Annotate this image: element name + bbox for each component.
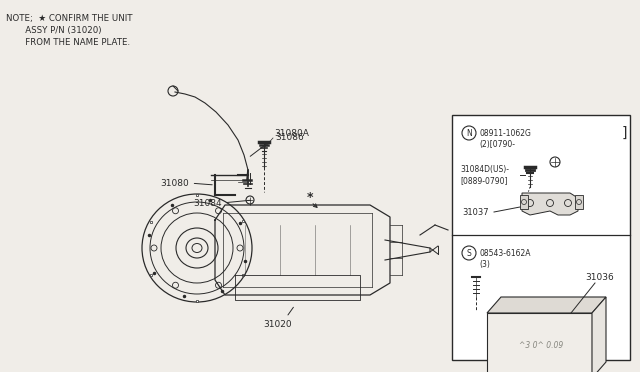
Bar	[520, 195, 528, 209]
Bar	[487, 313, 592, 372]
Text: 31084: 31084	[193, 199, 250, 208]
Text: [0889-0790]: [0889-0790]	[460, 176, 508, 185]
Text: 31080: 31080	[160, 179, 212, 187]
Polygon shape	[487, 297, 606, 313]
Text: 31084D(US)-: 31084D(US)-	[460, 165, 509, 174]
Text: ^3 0^ 0.09: ^3 0^ 0.09	[519, 341, 563, 350]
Text: 31036: 31036	[585, 273, 614, 282]
Text: 31086: 31086	[250, 133, 304, 156]
Text: S: S	[467, 248, 472, 257]
Text: ]: ]	[622, 126, 627, 140]
Text: *: *	[307, 192, 313, 205]
Bar	[452, 115, 630, 360]
Text: (3): (3)	[479, 260, 490, 269]
Text: (2)[0790-: (2)[0790-	[479, 140, 515, 149]
Polygon shape	[522, 193, 578, 215]
Polygon shape	[592, 297, 606, 372]
Text: 31020: 31020	[264, 307, 293, 329]
Text: NOTE;  ★ CONFIRM THE UNIT: NOTE; ★ CONFIRM THE UNIT	[6, 14, 132, 23]
Bar	[575, 195, 583, 209]
Text: ASSY P/N (31020): ASSY P/N (31020)	[6, 26, 102, 35]
Text: 08543-6162A: 08543-6162A	[479, 249, 531, 258]
Text: 08911-1062G: 08911-1062G	[479, 129, 531, 138]
Text: 31037: 31037	[462, 208, 488, 217]
Text: FROM THE NAME PLATE.: FROM THE NAME PLATE.	[6, 38, 130, 47]
Text: 31080A: 31080A	[274, 128, 309, 138]
Text: N: N	[466, 128, 472, 138]
